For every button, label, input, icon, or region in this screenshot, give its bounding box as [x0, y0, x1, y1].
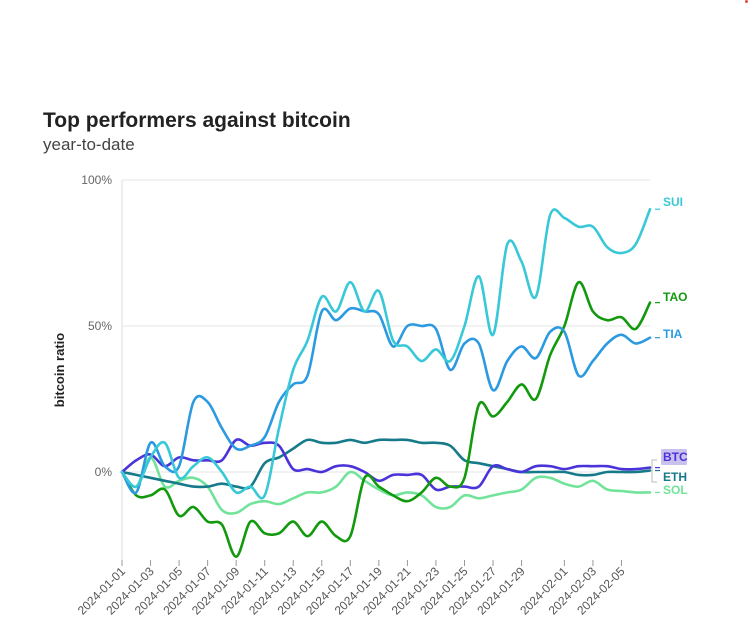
y-tick-label: 50% [88, 319, 112, 333]
y-tick-label: 0% [95, 465, 113, 479]
axis-layer: 0%50%100%bitcoin ratio2024-01-012024-01-… [52, 173, 628, 618]
series-label-sui: SUI [663, 195, 683, 209]
series-label-tia: TIA [663, 327, 683, 341]
series-line-btc [120, 438, 652, 492]
series-line-tia [120, 306, 652, 495]
y-tick-label: 100% [81, 173, 112, 187]
y-axis-title: bitcoin ratio [52, 333, 67, 407]
series-label-eth: ETH [663, 470, 687, 484]
chart-header: Top performers against bitcoin year-to-d… [43, 108, 351, 156]
series-label-btc: BTC [663, 450, 688, 464]
grid-layer [122, 179, 650, 473]
chart-title: Top performers against bitcoin [43, 109, 351, 132]
series-line-sol [120, 456, 652, 515]
corner-dot-icon [745, 0, 748, 3]
series-line-eth [120, 438, 652, 490]
series-line-tao [120, 280, 652, 558]
series-line-sui [120, 207, 652, 500]
label-bracket [651, 459, 657, 483]
series-layer [120, 207, 652, 558]
btc-label-highlight [661, 449, 687, 465]
series-label-tao: TAO [663, 290, 687, 304]
chart-subtitle: year-to-date [43, 135, 135, 154]
series-label-sol: SOL [663, 483, 688, 497]
